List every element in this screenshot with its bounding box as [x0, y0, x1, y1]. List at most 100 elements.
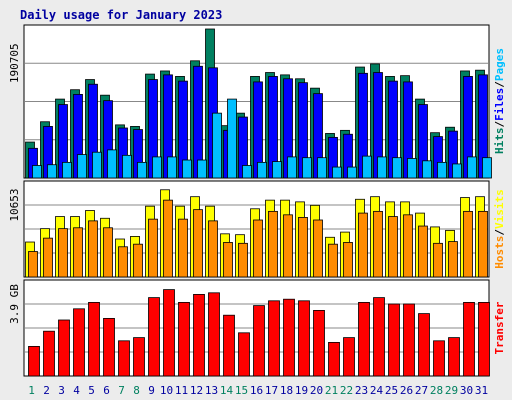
- bar-transfer-day-15: [238, 332, 250, 377]
- bar-transfer-day-4: [73, 308, 85, 377]
- bar-transfer-day-18: [283, 298, 295, 377]
- bar-hosts-day-15: [238, 242, 248, 278]
- bar-hosts-day-4: [73, 227, 83, 278]
- bar-pages-day-2: [47, 164, 57, 179]
- bar-pages-day-14: [227, 98, 237, 179]
- legend-item-slash: /: [493, 81, 506, 88]
- bar-hosts-day-10: [163, 199, 173, 278]
- bar-pages-day-11: [182, 159, 192, 179]
- bar-pages-day-1: [32, 165, 42, 179]
- bar-transfer-day-19: [298, 300, 310, 377]
- bar-pages-day-21: [332, 166, 342, 179]
- bar-transfer-day-26: [403, 303, 415, 377]
- bar-transfer-day-9: [148, 297, 160, 377]
- bar-hosts-day-18: [283, 214, 293, 278]
- x-tick-label-day-13: 13: [205, 384, 218, 397]
- bar-pages-day-12: [197, 159, 207, 179]
- x-tick-label-day-2: 2: [43, 384, 50, 397]
- x-tick-label-day-8: 8: [133, 384, 140, 397]
- bar-transfer-day-29: [448, 337, 460, 377]
- x-tick-label-day-26: 26: [400, 384, 413, 397]
- x-tick-label-day-15: 15: [235, 384, 248, 397]
- bar-hosts-day-25: [388, 216, 398, 278]
- x-tick-label-day-27: 27: [415, 384, 428, 397]
- bar-transfer-day-27: [418, 313, 430, 377]
- bar-transfer-day-17: [268, 300, 280, 377]
- y-tick-label-hits-files-pages: 190705: [8, 43, 21, 83]
- bar-hosts-day-9: [148, 218, 158, 278]
- legend-item-slash: /: [493, 229, 506, 236]
- bar-hosts-day-28: [433, 242, 443, 278]
- legend-item-hits: Hits: [493, 128, 506, 155]
- panel-hits-files-pages: 190705 Hits/Files/Pages: [8, 24, 506, 179]
- x-tick-label-day-25: 25: [385, 384, 398, 397]
- bar-transfer-day-11: [178, 301, 190, 377]
- bar-pages-day-15: [242, 165, 252, 179]
- panel-hosts-visits: 10653 Hosts/Visits: [8, 180, 506, 278]
- x-tick-label-day-11: 11: [175, 384, 188, 397]
- x-tick-label-day-19: 19: [295, 384, 308, 397]
- bar-transfer-day-5: [88, 301, 100, 377]
- bar-transfer-day-30: [463, 301, 475, 377]
- bar-pages-day-9: [152, 156, 162, 179]
- bar-pages-day-30: [467, 156, 477, 179]
- x-tick-label-day-29: 29: [445, 384, 458, 397]
- x-tick-label-day-18: 18: [280, 384, 293, 397]
- legend-transfer: Transfer: [493, 301, 506, 354]
- bar-pages-day-24: [377, 156, 387, 179]
- bar-hosts-day-5: [88, 220, 98, 278]
- legend-hits-files-pages: Hits/Files/Pages: [493, 48, 506, 154]
- bar-transfer-day-14: [223, 314, 235, 377]
- bar-transfer-day-12: [193, 293, 205, 377]
- legend-item-slash: /: [493, 121, 506, 128]
- bar-pages-day-31: [482, 157, 492, 179]
- x-tick-label-day-17: 17: [265, 384, 278, 397]
- legend-hosts-visits: Hosts/Visits: [493, 189, 506, 269]
- x-tick-label-day-7: 7: [118, 384, 125, 397]
- bar-hosts-day-20: [313, 219, 323, 278]
- y-tick-label-hosts-visits: 10653: [8, 188, 21, 221]
- x-tick-label-day-1: 1: [28, 384, 35, 397]
- bar-transfer-day-20: [313, 309, 325, 377]
- bar-pages-day-8: [137, 161, 147, 179]
- bar-transfer-day-7: [118, 340, 130, 377]
- bar-hosts-day-1: [28, 251, 38, 278]
- bar-pages-day-23: [362, 155, 372, 179]
- x-tick-label-day-6: 6: [103, 384, 110, 397]
- legend-item-files: Files: [493, 88, 506, 121]
- legend-item-visits: Visits: [493, 189, 506, 229]
- bar-transfer-day-28: [433, 340, 445, 377]
- x-tick-label-day-24: 24: [370, 384, 384, 397]
- bar-hosts-day-19: [298, 217, 308, 278]
- x-tick-label-day-4: 4: [73, 384, 80, 397]
- bar-transfer-day-2: [43, 330, 55, 377]
- x-tick-label-day-3: 3: [58, 384, 65, 397]
- bar-pages-day-29: [452, 163, 462, 179]
- bar-pages-day-5: [92, 151, 102, 179]
- bar-hosts-day-3: [58, 228, 68, 278]
- bar-pages-day-26: [407, 158, 417, 179]
- bar-hosts-day-29: [448, 241, 458, 278]
- bar-hosts-day-2: [43, 237, 53, 278]
- bar-hosts-day-7: [118, 246, 128, 278]
- y-tick-label-transfer: 3.9 GB: [8, 284, 21, 324]
- bar-transfer-day-3: [58, 319, 70, 377]
- bar-hosts-day-23: [358, 212, 368, 278]
- x-tick-label-day-14: 14: [220, 384, 234, 397]
- bar-pages-day-27: [422, 160, 432, 179]
- bar-transfer-day-10: [163, 289, 175, 377]
- bar-hosts-day-12: [193, 209, 203, 278]
- bar-pages-day-4: [77, 154, 87, 179]
- x-tick-label-day-22: 22: [340, 384, 353, 397]
- legend-item-transfer: Transfer: [493, 301, 506, 354]
- bar-pages-day-25: [392, 157, 402, 179]
- bar-transfer-day-6: [103, 317, 115, 377]
- bar-transfer-day-16: [253, 305, 265, 377]
- bar-pages-day-3: [62, 161, 72, 179]
- panel-transfer: 3.9 GB Transfer: [8, 279, 506, 377]
- bar-hosts-day-6: [103, 227, 113, 278]
- x-tick-label-day-28: 28: [430, 384, 443, 397]
- bar-pages-day-7: [122, 154, 132, 179]
